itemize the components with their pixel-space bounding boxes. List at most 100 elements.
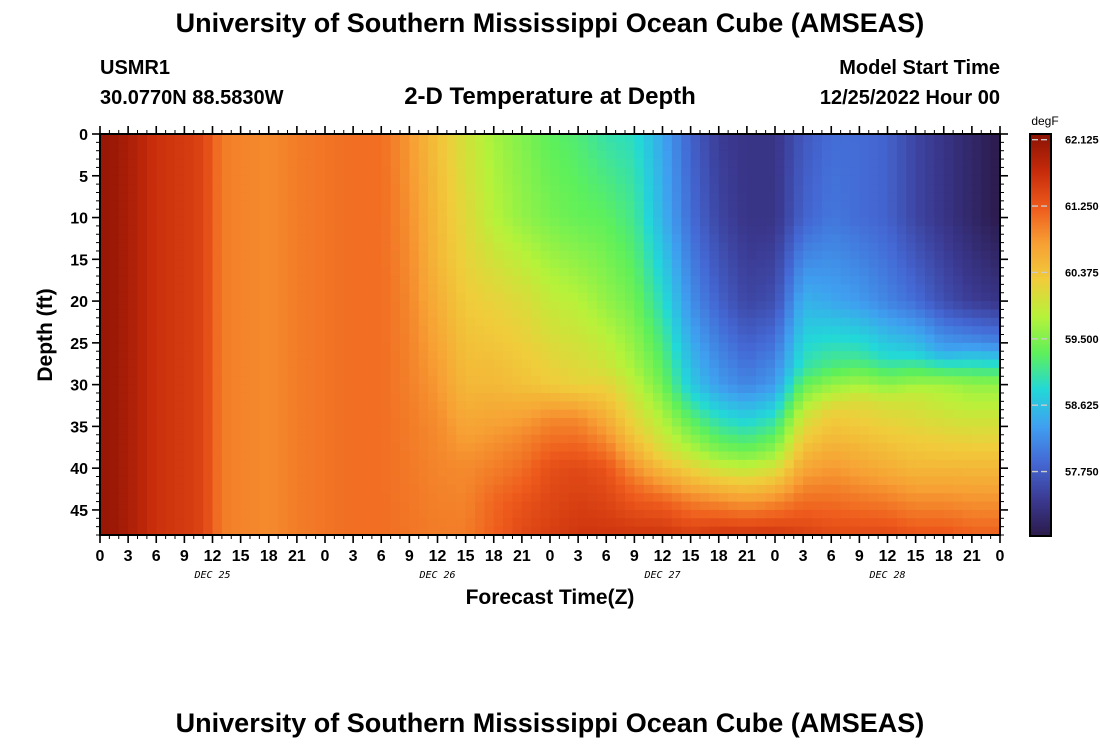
heatmap-cell (821, 418, 832, 427)
heatmap-cell (568, 484, 579, 494)
heatmap-cell (906, 192, 917, 202)
heatmap-cell (409, 250, 420, 260)
heatmap-cell (850, 259, 860, 269)
heatmap-cell (606, 301, 617, 311)
heatmap-cell (671, 259, 682, 269)
heatmap-cell (653, 225, 664, 235)
heatmap-cell (203, 459, 214, 469)
heatmap-cell (137, 217, 148, 227)
heatmap-cell (212, 317, 223, 327)
heatmap-cell (625, 192, 635, 202)
heatmap-cell (662, 192, 673, 202)
heatmap-cell (934, 192, 945, 202)
heatmap-cell (625, 209, 635, 219)
heatmap-cell (287, 384, 298, 394)
heatmap-cell (671, 451, 682, 461)
heatmap-cell (953, 250, 964, 260)
heatmap-cell (212, 476, 223, 486)
heatmap-cell (325, 292, 335, 302)
heatmap-cell (203, 250, 214, 260)
heatmap-cell (559, 367, 570, 377)
heatmap-cell (484, 276, 495, 285)
heatmap-cell (503, 434, 514, 444)
heatmap-cell (812, 434, 823, 444)
heatmap-cell (662, 468, 673, 478)
heatmap-cell (756, 159, 767, 169)
heatmap-cell (756, 401, 767, 411)
heatmap-cell (184, 292, 195, 302)
heatmap-cell (896, 342, 907, 352)
heatmap-cell (296, 484, 307, 494)
heatmap-cell (100, 209, 110, 219)
heatmap-cell (503, 459, 514, 469)
heatmap-cell (325, 509, 335, 519)
heatmap-cell (371, 451, 382, 461)
heatmap-cell (231, 476, 242, 486)
heatmap-cell (400, 217, 410, 227)
heatmap-cell (240, 159, 251, 169)
heatmap-cell (868, 284, 879, 294)
heatmap-cell (831, 175, 842, 185)
heatmap-cell (343, 468, 354, 478)
heatmap-cell (484, 184, 495, 194)
heatmap-cell (193, 443, 204, 453)
heatmap-cell (915, 167, 926, 177)
colorbar-tick-label: 57.750 (1065, 467, 1099, 479)
heatmap-cell (831, 184, 842, 194)
heatmap-cell (587, 225, 598, 235)
heatmap-cell (334, 234, 345, 244)
heatmap-cell (887, 292, 898, 302)
heatmap-cell (165, 259, 176, 269)
heatmap-cell (990, 225, 1000, 235)
heatmap-cell (418, 192, 429, 202)
heatmap-cell (568, 267, 579, 277)
heatmap-cell (615, 301, 626, 311)
heatmap-cell (118, 501, 129, 511)
heatmap-cell (268, 301, 279, 311)
heatmap-cell (859, 217, 870, 227)
heatmap-cell (615, 167, 626, 177)
heatmap-cell (212, 501, 223, 511)
heatmap-cell (709, 259, 720, 269)
heatmap-cell (840, 259, 851, 269)
heatmap-cell (287, 392, 298, 402)
heatmap-cell (446, 317, 457, 327)
heatmap-cell (690, 292, 701, 302)
heatmap-cell (353, 359, 364, 369)
heatmap-cell (334, 175, 345, 185)
heatmap-cell (531, 167, 542, 177)
heatmap-cell (531, 526, 542, 535)
heatmap-cell (484, 200, 495, 210)
heatmap-cell (681, 526, 692, 535)
heatmap-cell (915, 426, 926, 436)
heatmap-cell (653, 142, 664, 152)
heatmap-cell (118, 443, 129, 453)
heatmap-cell (953, 359, 964, 369)
heatmap-cell (662, 225, 673, 235)
x-tick-label: 3 (574, 548, 583, 565)
heatmap-cell (634, 326, 645, 336)
heatmap-cell (662, 267, 673, 277)
heatmap-cell (765, 526, 776, 535)
heatmap-cell (456, 184, 467, 194)
heatmap-cell (850, 150, 860, 160)
heatmap-cell (268, 284, 279, 294)
heatmap-cell (315, 134, 326, 143)
heatmap-cell (278, 217, 289, 227)
heatmap-cell (137, 184, 148, 194)
heatmap-cell (475, 159, 485, 169)
heatmap-cell (334, 418, 345, 427)
heatmap-cell (934, 242, 945, 252)
heatmap-cell (868, 501, 879, 511)
heatmap-cell (559, 401, 570, 411)
heatmap-cell (465, 326, 476, 336)
heatmap-cell (700, 468, 710, 478)
heatmap-cell (962, 200, 973, 210)
heatmap-cell (521, 418, 532, 427)
heatmap-cell (840, 493, 851, 503)
heatmap-cell (878, 192, 889, 202)
heatmap-cell (765, 184, 776, 194)
heatmap-cell (925, 434, 935, 444)
heatmap-cell (325, 192, 335, 202)
heatmap-cell (662, 250, 673, 260)
